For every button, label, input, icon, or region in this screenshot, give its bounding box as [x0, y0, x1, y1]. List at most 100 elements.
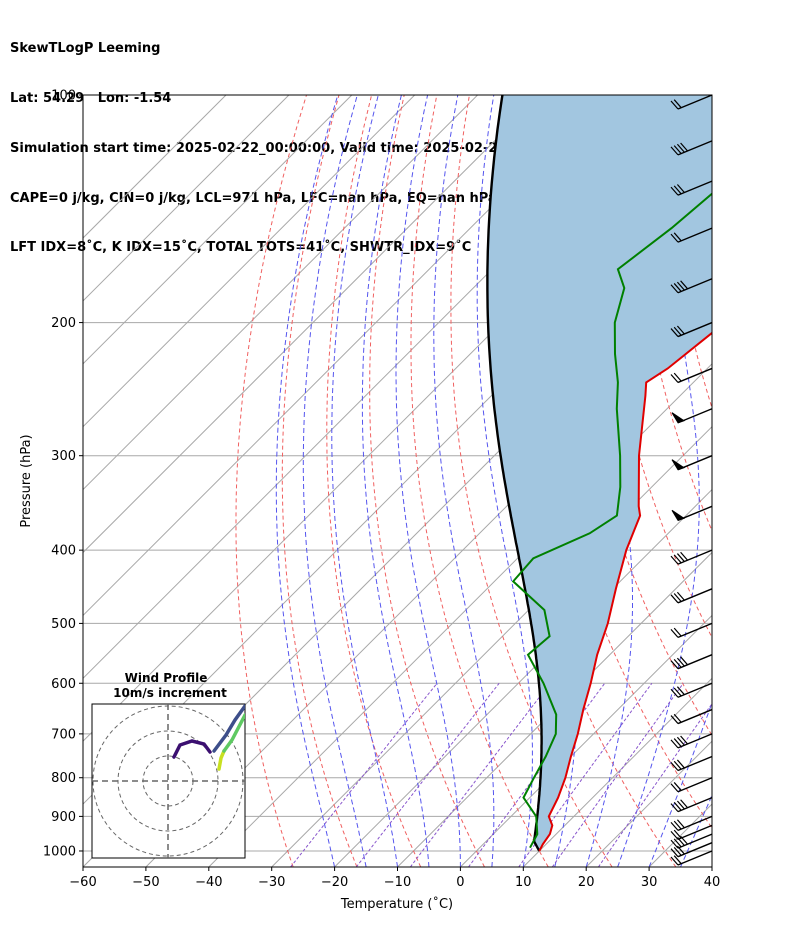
isotherm-gridline — [334, 488, 712, 867]
isotherm-gridline — [397, 551, 712, 867]
x-tick-label: −20 — [321, 875, 348, 890]
isotherm-gridline — [271, 425, 712, 867]
dry-adiabat — [369, 95, 485, 867]
y-tick-label: 1000 — [43, 844, 76, 859]
temperature-profile-line — [538, 331, 712, 852]
moist-adiabat — [433, 95, 495, 867]
parcel-profile-line — [486, 95, 543, 852]
isotherm-gridline — [522, 677, 712, 867]
dry-adiabat — [410, 95, 549, 867]
wind-barb — [670, 140, 713, 156]
isotherm-gridline — [83, 95, 290, 302]
x-tick-label: −60 — [69, 875, 96, 890]
dry-adiabat — [235, 95, 307, 867]
dry-adiabat — [730, 95, 794, 867]
wind-barb — [671, 505, 713, 521]
moist-adiabat — [617, 95, 700, 867]
moist-adiabat — [331, 95, 398, 867]
wind-barb — [670, 833, 713, 849]
isotherm-gridline — [83, 95, 227, 239]
x-tick-label: 30 — [641, 875, 658, 890]
y-tick-label: 900 — [51, 810, 76, 825]
wind-barb — [670, 321, 713, 338]
hodograph-trace — [222, 713, 245, 753]
moist-adiabat — [711, 865, 712, 867]
isotherm-gridline — [460, 614, 712, 867]
cin-shading — [487, 95, 712, 851]
wind-barb — [670, 622, 713, 639]
chart-title: SkewTLogP Leeming — [10, 41, 161, 57]
wind-barb — [670, 278, 713, 294]
mixing-ratio-line — [551, 683, 684, 867]
isotherm-gridline — [711, 866, 712, 867]
dewpoint-profile-line — [511, 192, 712, 849]
wind-barb — [670, 777, 713, 793]
dry-adiabat — [763, 95, 794, 867]
isotherm-gridline — [775, 95, 794, 867]
wind-barb — [670, 815, 713, 832]
wind-barb — [670, 708, 713, 725]
dry-adiabat — [631, 95, 712, 532]
x-tick-label: −40 — [195, 875, 222, 890]
moist-adiabat — [648, 701, 712, 867]
mixing-ratio-line — [355, 682, 500, 867]
y-axis-label: Pressure (hPa) — [19, 434, 34, 527]
wind-barb — [670, 733, 713, 749]
y-tick-label: 700 — [51, 727, 76, 742]
x-tick-label: −10 — [384, 875, 411, 890]
y-tick-label: 500 — [51, 617, 76, 632]
y-tick-label: 600 — [51, 677, 76, 692]
wind-barb — [670, 842, 713, 858]
stability-indices-line: LFT IDX=8˚C, K IDX=15˚C, TOTAL TOTS=41˚C… — [10, 240, 472, 256]
moist-adiabat — [361, 95, 430, 867]
wind-barb — [670, 796, 713, 813]
mixing-ratio-line — [518, 683, 653, 867]
hodograph-title: Wind Profile — [125, 671, 208, 685]
x-tick-label: 10 — [515, 875, 532, 890]
y-tick-label: 200 — [51, 316, 76, 331]
mixing-ratio-line — [290, 682, 438, 867]
isotherm-gridline — [83, 95, 416, 428]
isotherm-gridline — [83, 95, 478, 491]
wind-barb — [670, 755, 713, 772]
moist-adiabat — [680, 794, 712, 867]
wind-barb — [670, 367, 713, 384]
mixing-ratio-line — [597, 702, 712, 867]
wind-barb — [670, 94, 713, 110]
hodograph-subtitle: 10m/s increment — [113, 686, 227, 700]
wind-barb — [670, 227, 713, 243]
moist-adiabat — [275, 95, 339, 867]
moist-adiabat — [395, 95, 461, 867]
wind-barb — [670, 180, 713, 196]
wind-barb — [670, 850, 713, 866]
mixing-ratio-line — [409, 682, 551, 867]
wind-barb — [670, 654, 713, 670]
hodograph-trace — [217, 749, 226, 771]
y-tick-label: 100 — [51, 89, 76, 104]
x-tick-label: −30 — [258, 875, 285, 890]
wind-barb — [670, 588, 713, 604]
isotherm-gridline — [83, 95, 541, 554]
moist-adiabat — [476, 95, 533, 867]
x-tick-label: 20 — [578, 875, 595, 890]
dry-adiabat — [450, 95, 613, 867]
wind-barb — [670, 824, 713, 841]
wind-barb — [671, 408, 713, 424]
convective-indices-line: CAPE=0 j/kg, CIN=0 j/kg, LCL=971 hPa, LF… — [10, 190, 497, 206]
y-tick-label: 300 — [51, 449, 76, 464]
y-tick-label: 800 — [51, 771, 76, 786]
x-axis-label: Temperature (˚C) — [340, 896, 453, 912]
hodograph-trace — [212, 704, 245, 753]
isotherm-gridline — [83, 95, 353, 365]
x-tick-label: 0 — [456, 875, 464, 890]
wind-barb — [670, 549, 713, 565]
moist-adiabat — [744, 95, 794, 867]
x-tick-label: −50 — [132, 875, 159, 890]
moist-adiabat — [302, 95, 367, 867]
hodograph-trace — [172, 739, 212, 759]
y-tick-label: 400 — [51, 544, 76, 559]
wind-barb — [671, 455, 713, 471]
isotherm-gridline — [83, 95, 604, 617]
x-tick-label: 40 — [704, 875, 721, 890]
